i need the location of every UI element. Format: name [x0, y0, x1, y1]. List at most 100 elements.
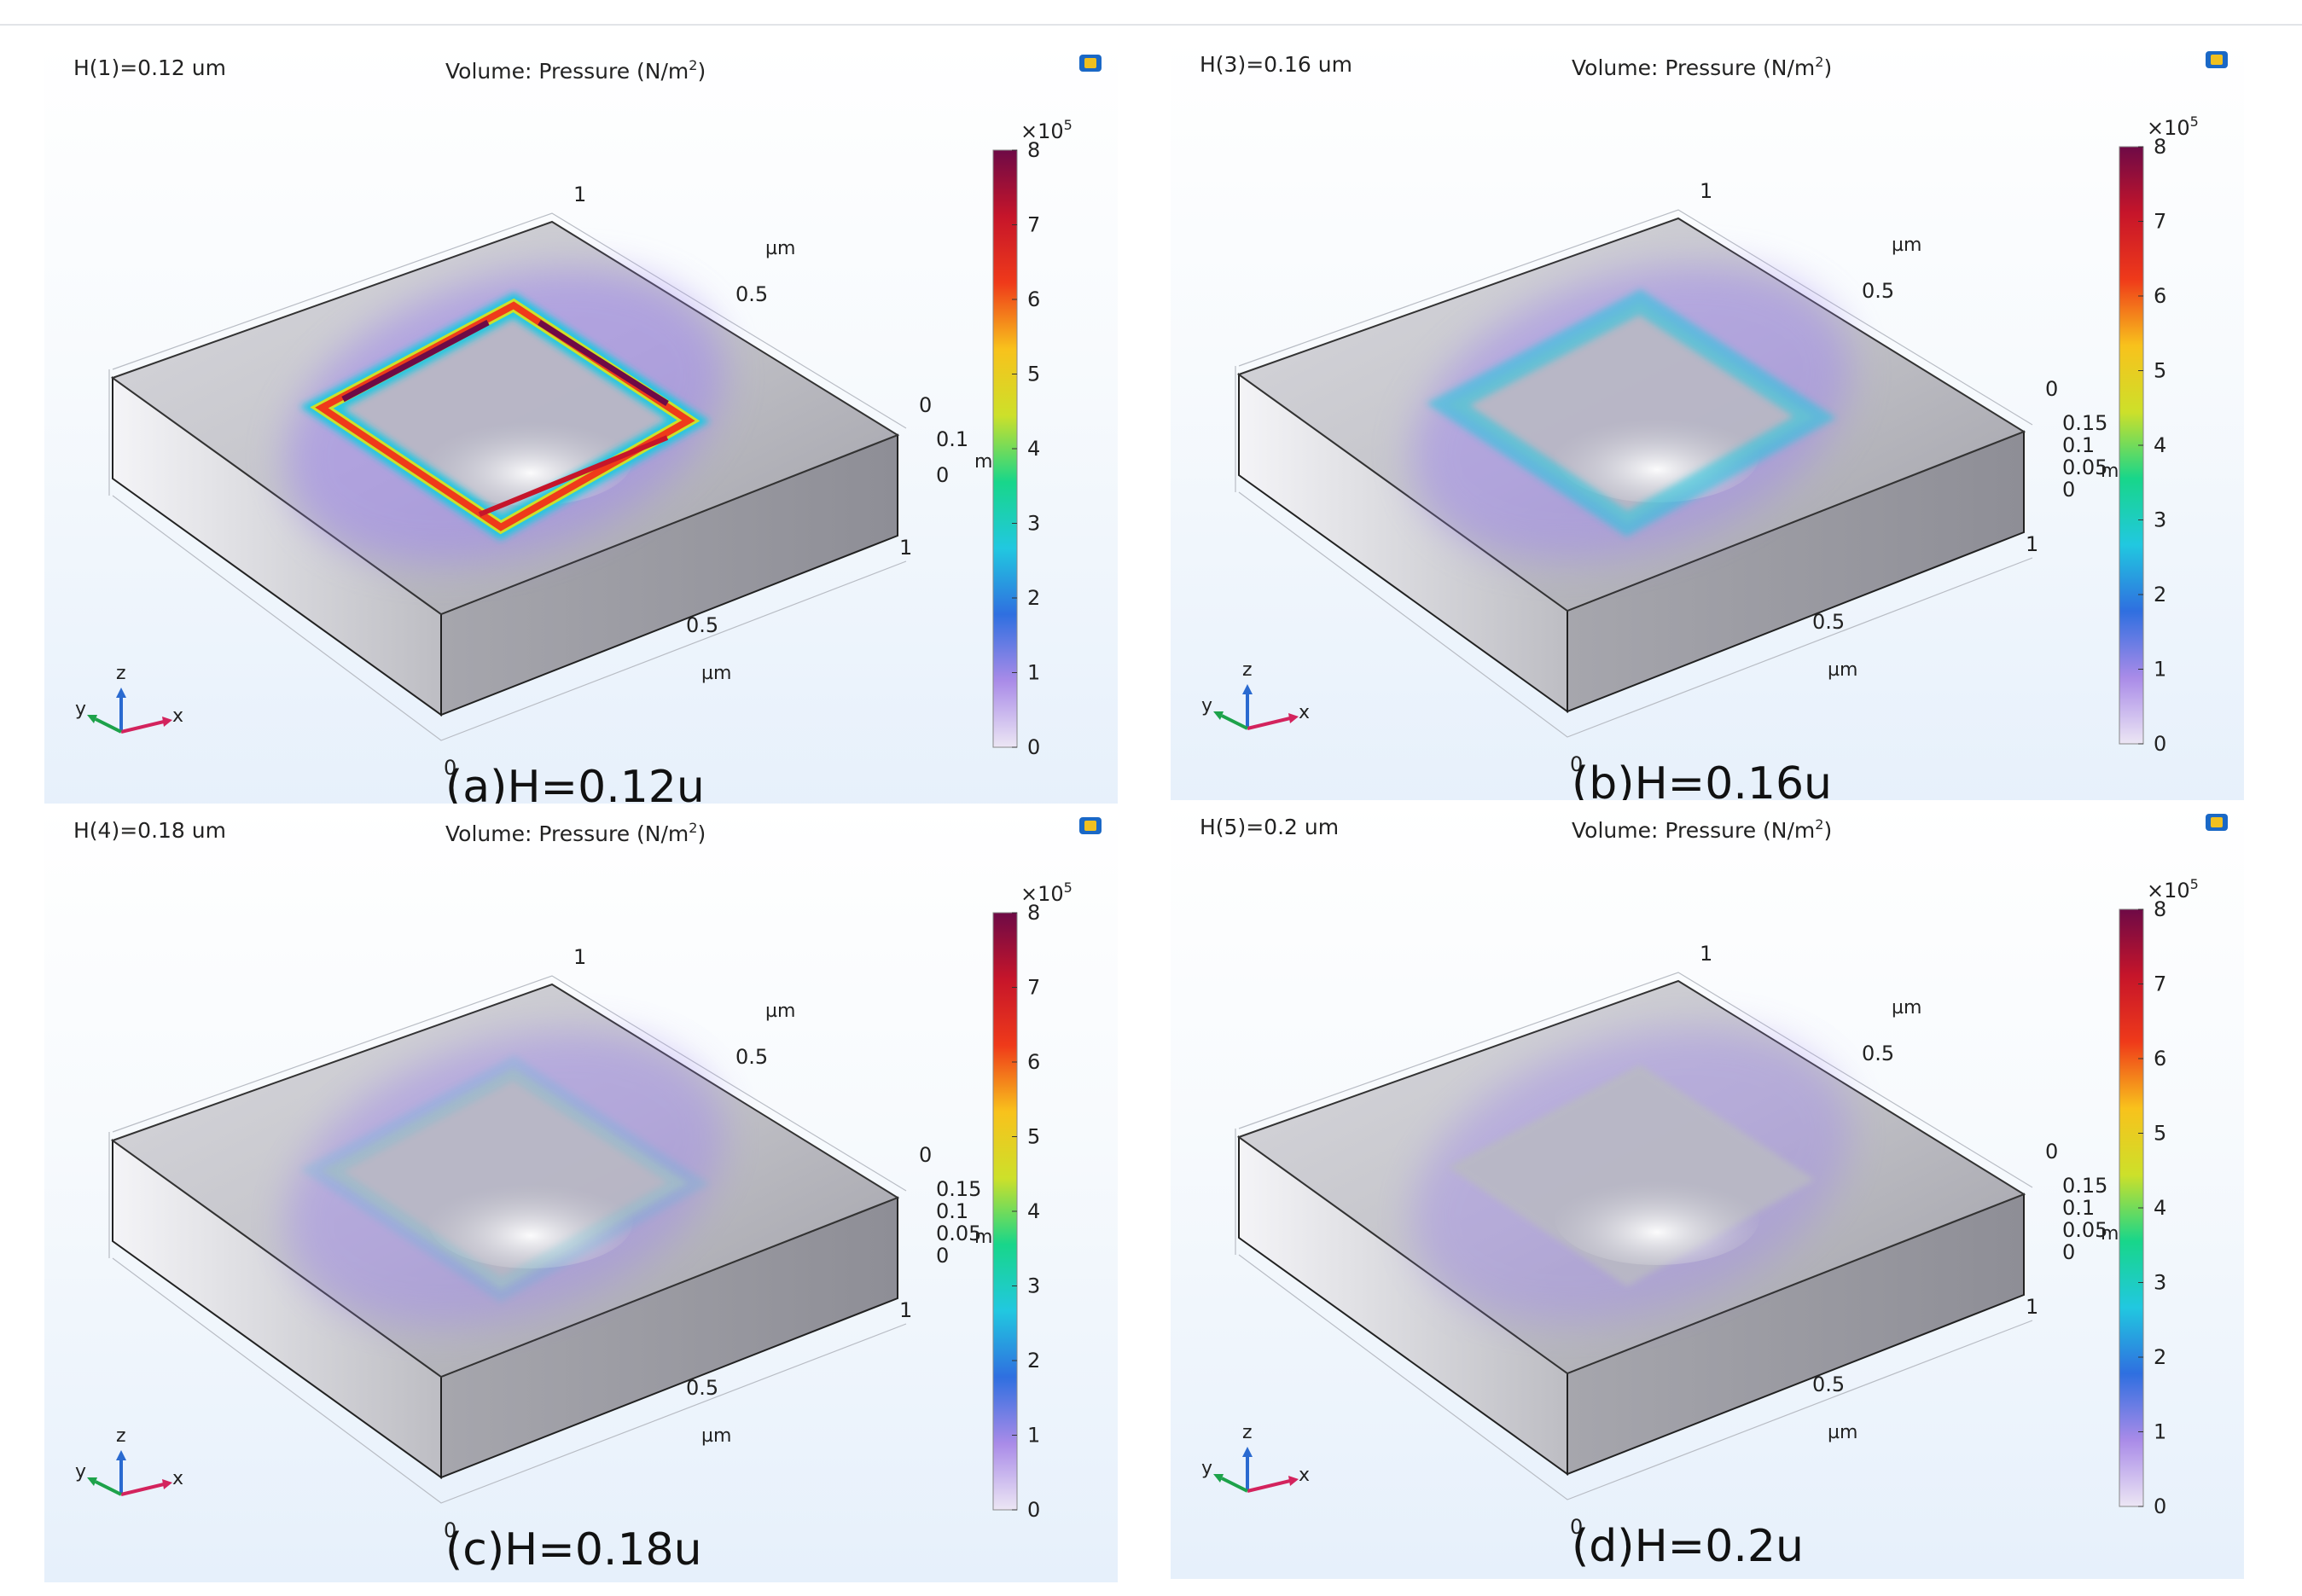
colorbar-multiplier: ×105 — [2147, 113, 2199, 140]
z-tick-label: 0.1 — [936, 1199, 968, 1223]
parameter-label: H(4)=0.18 um — [73, 818, 226, 843]
logo-icon — [2206, 51, 2228, 68]
x-tick-label: 0 — [1570, 1515, 1583, 1539]
parameter-label: H(1)=0.12 um — [73, 55, 226, 80]
z-tick-label: 0.05 — [936, 1222, 981, 1245]
volume-title: Volume: Pressure (N/m2) — [1572, 816, 1832, 843]
panel-caption: (c)H=0.18u — [445, 1524, 702, 1576]
pressure-field — [1412, 1028, 1851, 1323]
triad-z-label: z — [116, 663, 126, 684]
volume-title: Volume: Pressure (N/m2) — [445, 820, 706, 846]
y-tick-label: 0.5 — [1862, 1042, 1894, 1065]
colorbar-tick-label: 6 — [1027, 1050, 1040, 1074]
pressure-plot-panel-d: H(5)=0.2 um Volume: Pressure (N/m2) 0 0.5 1 µ… — [1171, 800, 2244, 1579]
colorbar-tick-label: 7 — [2154, 972, 2166, 996]
y-unit-label: µm — [1892, 997, 1921, 1019]
triad-y-label: y — [1201, 1458, 1212, 1479]
z-tick-label: 0 — [2045, 377, 2058, 401]
z-unit-label: m — [974, 451, 992, 473]
volume-title: Volume: Pressure (N/m2) — [445, 57, 706, 84]
colorbar-tick-label: 8 — [2154, 135, 2166, 159]
slab-3d — [1235, 972, 2033, 1500]
y-tick-label: 0.5 — [735, 282, 768, 306]
x-tick-label: 0.5 — [1812, 610, 1845, 634]
triad-z-label: z — [1242, 659, 1253, 681]
colorbar-tick-label: 5 — [2154, 359, 2166, 383]
colorbar-tick-label: 8 — [2154, 897, 2166, 921]
slab-3d — [108, 212, 907, 741]
y-tick-label: 1 — [573, 183, 586, 206]
colorbar-tick-label: 1 — [1027, 1424, 1040, 1448]
y-unit-label: µm — [765, 1001, 795, 1022]
z-tick-label: 0.15 — [2062, 1174, 2107, 1198]
colorbar-tick-label: 4 — [1027, 1199, 1040, 1223]
colorbar-tick-label: 3 — [2154, 1271, 2166, 1295]
colorbar-multiplier: ×105 — [1020, 117, 1073, 143]
colorbar-tick-label: 6 — [2154, 284, 2166, 308]
y-tick-label: 0.5 — [1862, 279, 1894, 303]
colorbar-tick-label: 2 — [1027, 586, 1040, 610]
triad-z-label: z — [1242, 1422, 1253, 1443]
colorbar-tick-label: 1 — [2154, 1420, 2166, 1444]
x-tick-label: 0 — [444, 1518, 456, 1542]
x-unit-label: µm — [1828, 1422, 1857, 1443]
x-unit-label: µm — [701, 663, 731, 684]
colorbar-tick-label: 5 — [1027, 1125, 1040, 1149]
colorbar-multiplier: ×105 — [1020, 879, 1073, 906]
y-tick-label: 0.5 — [735, 1045, 768, 1069]
x-tick-label: 0 — [444, 756, 456, 780]
triad-y-label: y — [1201, 695, 1212, 717]
z-tick-label: 0 — [2045, 1140, 2058, 1164]
triad-y-label: y — [75, 699, 86, 720]
pressure-field — [286, 1031, 724, 1326]
logo-icon — [1079, 817, 1102, 834]
pressure-field — [1412, 265, 1851, 560]
y-tick-label: 1 — [573, 945, 586, 969]
z-tick-label: 0.05 — [2062, 456, 2107, 479]
colorbar-tick-label: 3 — [2154, 508, 2166, 532]
axes-triad-icon: z x y — [75, 663, 183, 734]
pressure-plot-panel-b: H(3)=0.16 um Volume: Pressure (N/m2) 0 0.5 1… — [1171, 38, 2244, 816]
plot-canvas: H(1)=0.12 um Volume: Pressure (N/m2) 0 0.5 1… — [73, 55, 1102, 813]
parameter-label: H(3)=0.16 um — [1200, 52, 1352, 77]
x-tick-label: 0.5 — [686, 613, 718, 637]
colorbar-tick-label: 8 — [1027, 901, 1040, 925]
pressure-plot-panel-a: H(1)=0.12 um Volume: Pressure (N/m2) 0 0.5 1… — [44, 41, 1118, 820]
axes-triad-icon: z x y — [1201, 1422, 1310, 1493]
colorbar-tick-label: 2 — [2154, 1345, 2166, 1369]
z-unit-label: m — [974, 1227, 992, 1248]
z-tick-label: 0 — [2062, 478, 2075, 502]
colorbar-tick-label: 6 — [2154, 1047, 2166, 1071]
volume-title: Volume: Pressure (N/m2) — [1572, 54, 1832, 80]
x-tick-label: 0.5 — [686, 1376, 718, 1400]
x-tick-label: 1 — [2026, 532, 2038, 556]
z-tick-label: 0.15 — [936, 1177, 981, 1201]
y-unit-label: µm — [1892, 235, 1921, 256]
colorbar-tick-label: 6 — [1027, 287, 1040, 311]
colorbar-tick-label: 5 — [1027, 363, 1040, 386]
z-tick-label: 0 — [2062, 1240, 2075, 1264]
colorbar-tick-label: 4 — [2154, 433, 2166, 457]
z-tick-label: 0 — [936, 1244, 949, 1268]
colorbar-multiplier: ×105 — [2147, 876, 2199, 902]
x-tick-label: 0.5 — [1812, 1373, 1845, 1396]
triad-y-label: y — [75, 1461, 86, 1483]
triad-x-label: x — [172, 1468, 183, 1489]
colorbar-tick-label: 4 — [2154, 1196, 2166, 1220]
y-unit-label: µm — [765, 238, 795, 259]
z-tick-label: 0 — [919, 1143, 932, 1167]
z-unit-label: m — [2101, 1223, 2119, 1245]
axes-triad-icon: z x y — [75, 1425, 183, 1496]
panel-caption: (d)H=0.2u — [1572, 1521, 1804, 1572]
x-unit-label: µm — [701, 1425, 731, 1447]
colorbar-tick-label: 0 — [1027, 735, 1040, 759]
z-tick-label: 0.1 — [2062, 1196, 2095, 1220]
plot-canvas: H(3)=0.16 um Volume: Pressure (N/m2) 0 0.5 1… — [1200, 51, 2228, 810]
axes-triad-icon: z x y — [1201, 659, 1310, 730]
